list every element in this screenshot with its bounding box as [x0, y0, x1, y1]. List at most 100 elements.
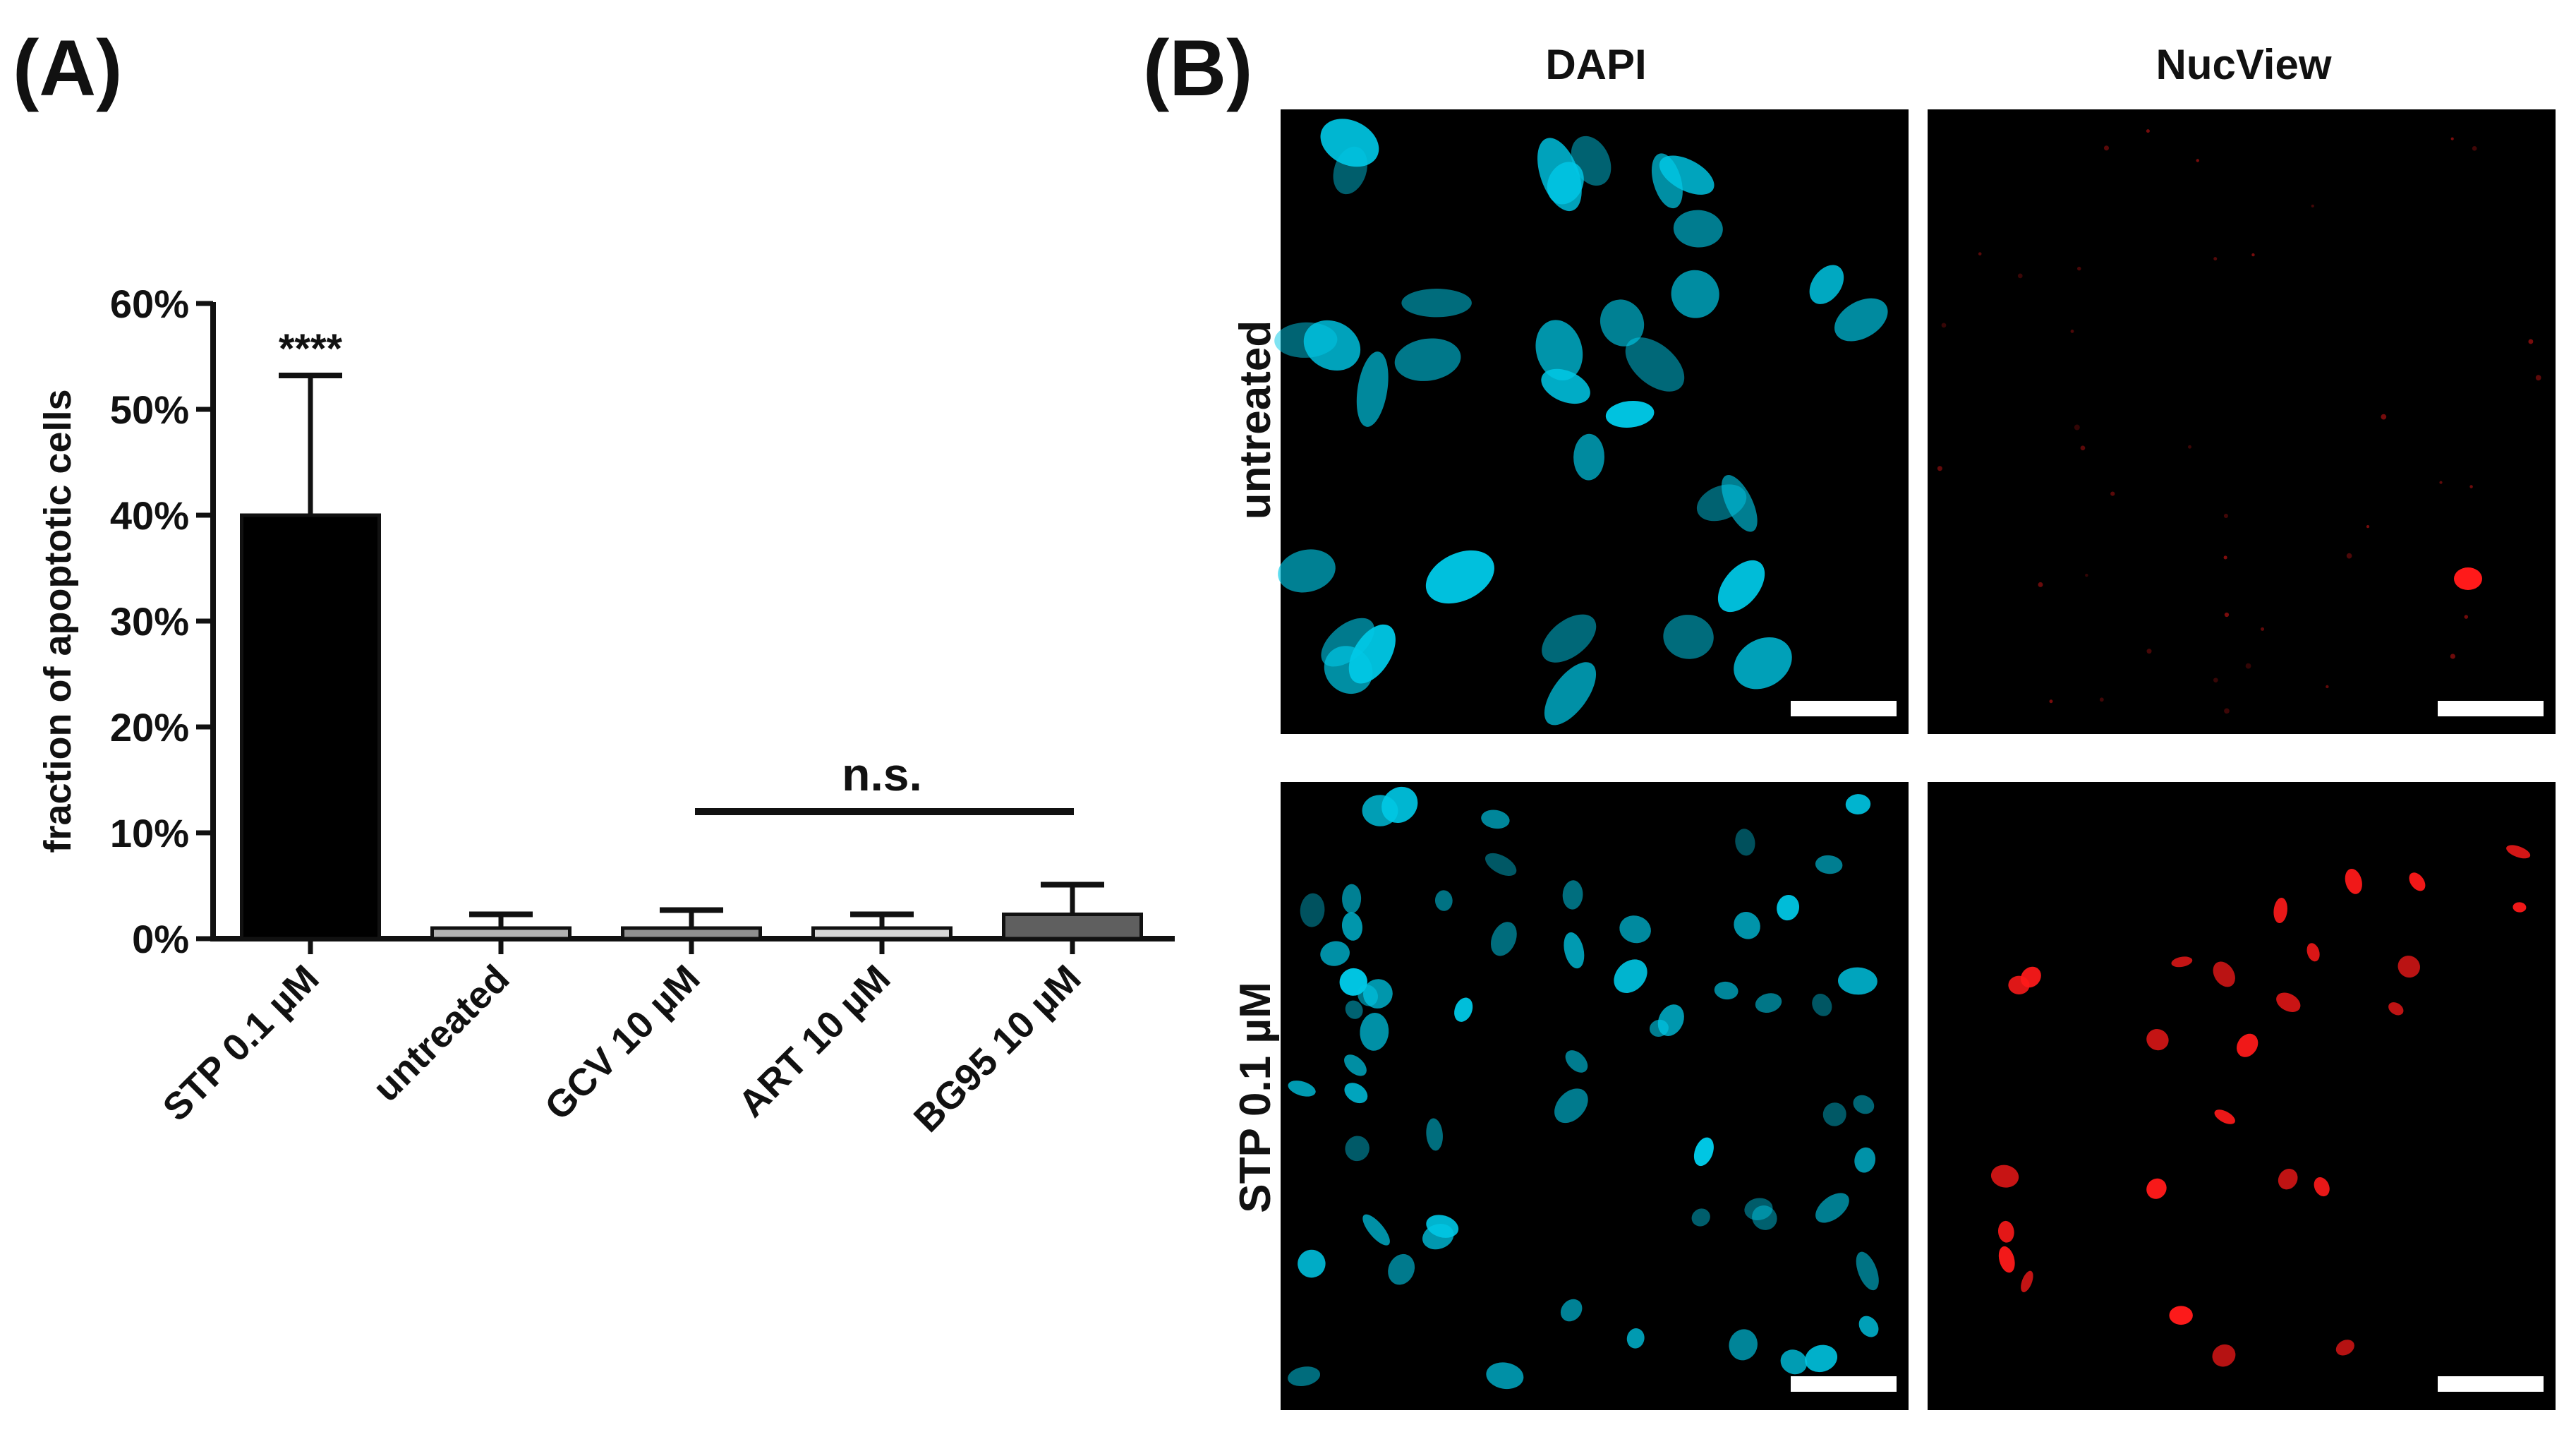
- nucleus: [1362, 795, 1398, 826]
- nucleus: [1426, 1215, 1459, 1238]
- background-speck: [2110, 491, 2115, 496]
- x-tick-label: ART 10 µM: [730, 957, 898, 1125]
- micrograph-nucview-stp: [1928, 782, 2556, 1410]
- nucleus: [2388, 1002, 2404, 1016]
- x-tick-label: untreated: [365, 957, 517, 1109]
- nucleus: [1721, 475, 1758, 532]
- nucleus: [1565, 1050, 1588, 1073]
- background-speck: [2381, 414, 2387, 420]
- nucleus: [2212, 1344, 2236, 1367]
- background-speck: [1978, 252, 1982, 255]
- nucleus: [1780, 1349, 1808, 1375]
- background-speck: [2366, 525, 2370, 529]
- background-speck: [2224, 612, 2230, 618]
- nucleus: [2506, 845, 2531, 859]
- nucleus: [1744, 1198, 1773, 1220]
- nucleus: [1571, 136, 1611, 186]
- ns-annotation: n.s.: [842, 748, 922, 800]
- nucleus: [1362, 1214, 1390, 1246]
- nucleus: [1490, 922, 1517, 956]
- background-speck: [2450, 654, 2455, 659]
- nucleus: [2278, 1168, 2298, 1190]
- background-speck: [2103, 145, 2110, 151]
- nucleus: [1714, 981, 1739, 1000]
- nucleus: [1344, 1054, 1367, 1076]
- nucleus: [1605, 400, 1655, 428]
- nucleus: [1345, 1000, 1363, 1019]
- nucleus: [1777, 894, 1800, 921]
- background-speck: [2326, 685, 2329, 689]
- nucleus: [1560, 1299, 1583, 1322]
- nucleus: [1809, 265, 1844, 304]
- nucleus: [2306, 943, 2320, 962]
- micrograph-dapi-untreated: [1274, 109, 1909, 734]
- nucleus: [2409, 872, 2426, 891]
- nucleus: [1388, 1253, 1415, 1285]
- background-speck: [2223, 555, 2227, 560]
- nucleus: [1600, 299, 1645, 347]
- nucleus: [1858, 1316, 1879, 1337]
- x-tick-label: STP 0.1 µM: [155, 957, 327, 1129]
- nucleus: [2020, 966, 2041, 988]
- background-speck: [2251, 253, 2255, 257]
- background-speck: [2188, 445, 2192, 449]
- bar: [621, 926, 762, 941]
- micrograph-nucview-untreated: [1928, 109, 2556, 734]
- nucleus: [1755, 993, 1782, 1013]
- nucleus: [1673, 210, 1723, 248]
- background-speck: [2196, 159, 2199, 162]
- background-speck: [2213, 257, 2218, 261]
- nucleus: [1693, 1137, 1714, 1167]
- nucleus: [1626, 1328, 1645, 1349]
- nucleus: [1485, 853, 1517, 877]
- nucleus: [1345, 1136, 1369, 1162]
- nucleus: [1812, 994, 1832, 1016]
- micrograph-dapi-stp: [1281, 782, 1909, 1410]
- background-speck: [2245, 663, 2251, 669]
- nucleus: [1845, 794, 1871, 814]
- x-tick-label: GCV 10 µM: [537, 957, 708, 1129]
- nucleus: [1341, 912, 1362, 941]
- row-header-stp: STP 0.1 µM: [1231, 982, 1280, 1213]
- background-speck: [2070, 330, 2074, 333]
- y-tick-label: 10%: [110, 811, 189, 855]
- background-speck: [1941, 323, 1947, 328]
- nucleus: [1651, 153, 1683, 209]
- nucleus: [1997, 1220, 2014, 1243]
- nucleus: [1691, 1208, 1710, 1227]
- scale-bar: [2438, 1376, 2544, 1392]
- nucleus: [1333, 146, 1368, 195]
- nucleus: [1542, 614, 1597, 663]
- nucleus: [2276, 992, 2301, 1012]
- background-speck: [2038, 582, 2043, 587]
- nucleus: [1320, 119, 1379, 167]
- panel-a-label: (A): [13, 24, 122, 112]
- nucleus: [1854, 1147, 1876, 1173]
- background-speck: [2469, 485, 2473, 488]
- column-header-nucview: NucView: [2156, 41, 2332, 88]
- background-speck: [2017, 273, 2023, 279]
- background-speck: [2346, 553, 2352, 559]
- y-tick-label: 30%: [110, 599, 189, 644]
- nucleus: [1425, 550, 1494, 604]
- nucleus: [1401, 289, 1472, 318]
- nucleus: [1434, 890, 1453, 911]
- nucleus: [2021, 1270, 2033, 1292]
- bar: [1002, 913, 1143, 941]
- nucleus: [2146, 1178, 2167, 1199]
- scale-bar: [1791, 1376, 1897, 1392]
- background-speck: [2080, 445, 2086, 451]
- nucleus: [1998, 1246, 2015, 1273]
- nucleus: [1363, 979, 1393, 1009]
- nucleus: [1454, 997, 1473, 1022]
- nucleus: [2214, 1109, 2235, 1124]
- nucleus: [1815, 1193, 1849, 1223]
- nucleus: [1614, 959, 1647, 994]
- nucleus: [1752, 1205, 1777, 1230]
- background-speck: [2099, 697, 2104, 702]
- y-tick-label: 40%: [110, 493, 189, 538]
- nucleus: [1537, 138, 1582, 212]
- x-tick-label: BG95 10 µM: [906, 957, 1089, 1141]
- nucleus: [1342, 884, 1362, 914]
